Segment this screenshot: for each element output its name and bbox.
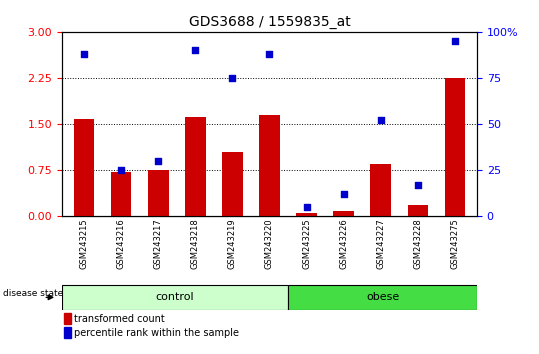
Bar: [222, 152, 243, 216]
Bar: [65, 313, 71, 324]
Bar: [407, 205, 428, 216]
Point: [154, 158, 163, 164]
Point: [413, 182, 422, 188]
Text: percentile rank within the sample: percentile rank within the sample: [74, 328, 239, 338]
Point: [451, 38, 459, 44]
Text: GSM243275: GSM243275: [450, 218, 459, 269]
Bar: [185, 116, 205, 216]
Point: [340, 191, 348, 197]
Bar: [62, 285, 288, 310]
Bar: [65, 327, 71, 338]
Bar: [74, 119, 94, 216]
Bar: [370, 164, 391, 216]
Text: GSM243215: GSM243215: [80, 218, 89, 269]
Text: GSM243219: GSM243219: [228, 218, 237, 269]
Text: GSM243217: GSM243217: [154, 218, 163, 269]
Text: GSM243228: GSM243228: [413, 218, 422, 269]
Point: [117, 167, 126, 173]
Text: GSM243225: GSM243225: [302, 218, 311, 269]
Point: [228, 75, 237, 81]
Point: [191, 47, 199, 53]
Text: GSM243226: GSM243226: [339, 218, 348, 269]
Text: GSM243218: GSM243218: [191, 218, 200, 269]
Text: control: control: [156, 292, 195, 302]
Bar: [288, 285, 477, 310]
Bar: [334, 211, 354, 216]
Point: [302, 204, 311, 210]
Point: [80, 51, 88, 57]
Bar: [111, 172, 132, 216]
Title: GDS3688 / 1559835_at: GDS3688 / 1559835_at: [189, 16, 350, 29]
Text: transformed count: transformed count: [74, 314, 165, 324]
Bar: [445, 78, 465, 216]
Bar: [259, 115, 280, 216]
Point: [265, 51, 274, 57]
Text: GSM243220: GSM243220: [265, 218, 274, 269]
Point: [376, 118, 385, 123]
Text: obese: obese: [366, 292, 399, 302]
Bar: [148, 170, 169, 216]
Text: disease state: disease state: [3, 289, 64, 298]
Text: GSM243227: GSM243227: [376, 218, 385, 269]
Bar: [296, 213, 317, 216]
Text: GSM243216: GSM243216: [117, 218, 126, 269]
